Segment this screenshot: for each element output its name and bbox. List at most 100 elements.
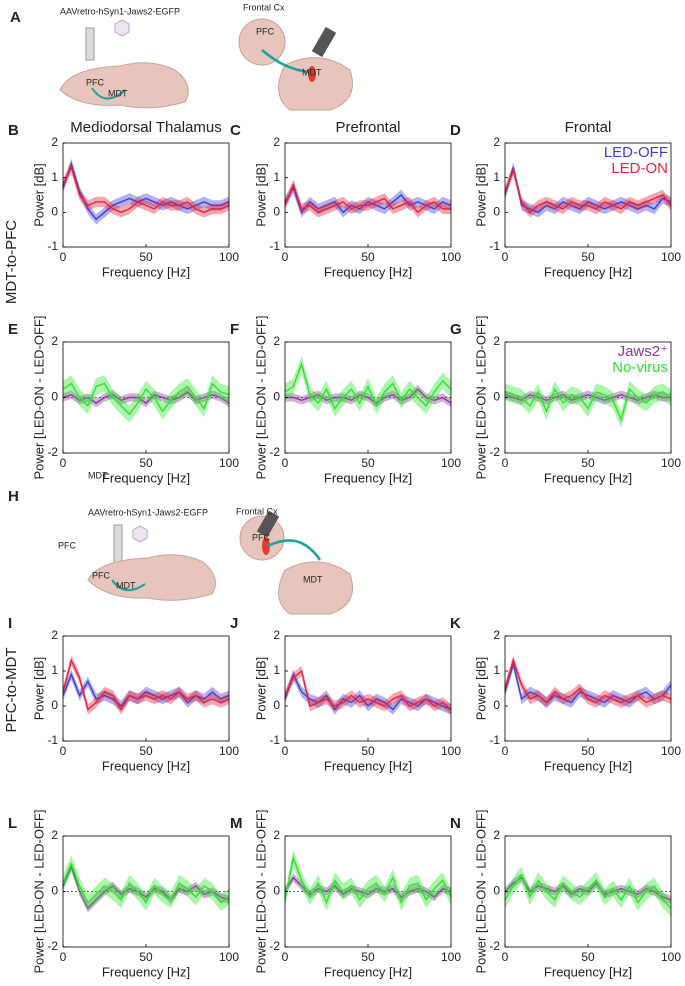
panel-letter: L bbox=[8, 815, 17, 832]
error-band bbox=[505, 162, 671, 218]
x-tick-label: 50 bbox=[581, 456, 595, 470]
x-tick-label: 50 bbox=[361, 744, 375, 758]
x-tick-label: 50 bbox=[361, 456, 375, 470]
error-band bbox=[505, 165, 671, 218]
y-tick-label: -1 bbox=[269, 733, 280, 747]
x-tick-label: 50 bbox=[581, 744, 595, 758]
axes-frame bbox=[284, 635, 452, 742]
line bbox=[504, 393, 671, 402]
error-band bbox=[285, 385, 451, 408]
line bbox=[284, 669, 452, 711]
y-tick-label: -1 bbox=[269, 239, 280, 253]
coronal-section bbox=[278, 561, 353, 615]
y-tick-label: 0 bbox=[273, 205, 280, 219]
y-axis-label: Power [LED-ON - LED-OFF] bbox=[253, 810, 268, 974]
y-tick-label: 0 bbox=[51, 390, 58, 404]
line bbox=[284, 186, 452, 214]
panel-letter: D bbox=[450, 122, 461, 139]
panel-letter: A bbox=[10, 9, 21, 26]
line bbox=[284, 672, 452, 711]
x-axis-label: Frequency [Hz] bbox=[102, 758, 190, 773]
panel-letter: G bbox=[450, 321, 462, 338]
y-tick-label: 2 bbox=[273, 334, 280, 348]
line bbox=[284, 182, 451, 214]
y-axis-label: Power [dB] bbox=[31, 657, 46, 721]
schematic-a: AAVretro-hSyn1-Jaws2-EGFP PFC MDT Fronta… bbox=[59, 2, 353, 111]
panel-title: Frontal bbox=[565, 119, 612, 136]
x-tick-label: 50 bbox=[139, 456, 153, 470]
coronal-section bbox=[238, 18, 286, 66]
schematic-label: PFC bbox=[252, 532, 271, 542]
line bbox=[62, 161, 230, 221]
schematic-label: Frontal Cx bbox=[236, 506, 278, 516]
line bbox=[284, 855, 452, 905]
x-axis-label: Frequency [Hz] bbox=[324, 964, 412, 979]
legend-entry: LED-ON bbox=[611, 160, 668, 177]
schematic-label: Frontal Cx bbox=[243, 2, 285, 12]
y-axis-label: Power [dB] bbox=[473, 163, 488, 227]
x-axis-label: Frequency [Hz] bbox=[324, 758, 412, 773]
y-tick-label: -2 bbox=[489, 445, 500, 459]
projection-arrow bbox=[111, 579, 146, 591]
schematic-label: MDT bbox=[303, 574, 323, 584]
y-tick-label: 2 bbox=[273, 135, 280, 149]
sagittal-brain bbox=[87, 554, 216, 601]
y-tick-label: 1 bbox=[273, 663, 280, 677]
y-tick-label: 2 bbox=[51, 334, 58, 348]
error-band bbox=[505, 866, 671, 917]
y-axis-label: Power [dB] bbox=[253, 657, 268, 721]
y-axis-label: Power [LED-ON - LED-OFF] bbox=[473, 810, 488, 974]
line bbox=[504, 873, 672, 909]
legend-entry: No-virus bbox=[612, 359, 668, 376]
y-tick-label: 2 bbox=[493, 828, 500, 842]
error-band bbox=[63, 655, 229, 715]
x-tick-label: 0 bbox=[60, 250, 67, 264]
y-tick-label: -1 bbox=[47, 239, 58, 253]
schematic-label: PFC bbox=[58, 540, 77, 550]
panel-letter: K bbox=[450, 615, 461, 632]
y-axis-label: Power [LED-ON - LED-OFF] bbox=[31, 810, 46, 974]
y-tick-label: 0 bbox=[51, 205, 58, 219]
line bbox=[62, 165, 230, 214]
line bbox=[504, 387, 672, 422]
y-tick-label: 0 bbox=[273, 884, 280, 898]
x-tick-label: 50 bbox=[581, 950, 595, 964]
x-tick-label: 100 bbox=[661, 250, 681, 264]
schematic-label: MDT bbox=[88, 470, 108, 480]
y-tick-label: 1 bbox=[493, 663, 500, 677]
x-tick-label: 100 bbox=[219, 456, 239, 470]
line bbox=[62, 861, 230, 904]
x-axis-label: Frequency [Hz] bbox=[544, 264, 632, 279]
x-tick-label: 0 bbox=[282, 456, 289, 470]
error-band bbox=[63, 862, 229, 913]
y-tick-label: 0 bbox=[493, 698, 500, 712]
y-tick-label: 2 bbox=[51, 135, 58, 149]
error-band bbox=[285, 669, 451, 715]
x-tick-label: 50 bbox=[139, 744, 153, 758]
y-tick-label: 1 bbox=[51, 663, 58, 677]
panel-letter: H bbox=[8, 488, 19, 505]
x-tick-label: 100 bbox=[219, 744, 239, 758]
x-tick-label: 100 bbox=[219, 250, 239, 264]
y-tick-label: 2 bbox=[51, 628, 58, 642]
y-tick-label: -2 bbox=[47, 939, 58, 953]
error-band bbox=[63, 158, 229, 225]
line bbox=[62, 658, 230, 711]
x-tick-label: 100 bbox=[661, 456, 681, 470]
x-axis-label: Frequency [Hz] bbox=[102, 264, 190, 279]
x-tick-label: 100 bbox=[441, 744, 461, 758]
y-tick-label: -2 bbox=[269, 939, 280, 953]
x-tick-label: 0 bbox=[282, 250, 289, 264]
row-label: PFC-to-MDT bbox=[3, 648, 20, 733]
x-tick-label: 100 bbox=[441, 456, 461, 470]
y-tick-label: 0 bbox=[51, 698, 58, 712]
panel-title: Prefrontal bbox=[335, 119, 400, 136]
schematic-label: MDT bbox=[108, 88, 128, 98]
x-tick-label: 50 bbox=[581, 250, 595, 264]
panel-letter: C bbox=[230, 122, 241, 139]
x-tick-label: 0 bbox=[282, 950, 289, 964]
x-axis-label: Frequency [Hz] bbox=[544, 964, 632, 979]
error-band bbox=[63, 162, 229, 218]
x-tick-label: 50 bbox=[361, 950, 375, 964]
